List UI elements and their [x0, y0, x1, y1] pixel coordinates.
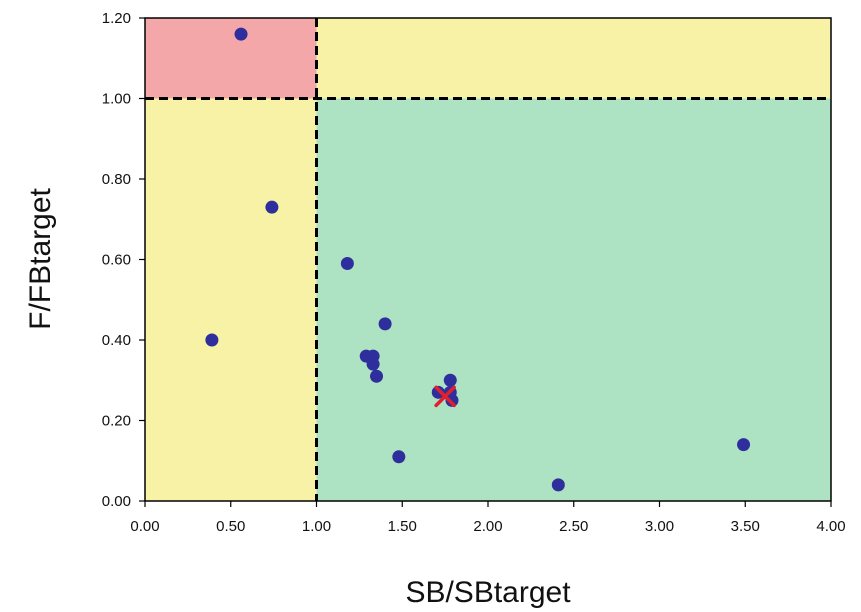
- reference-lines-layer: [145, 18, 831, 501]
- x-marker-stroke: [434, 385, 456, 408]
- data-point: [265, 200, 279, 214]
- y-tick-label: 0.20: [102, 413, 131, 430]
- zone-overfishing-only: [316, 18, 831, 99]
- y-tick-label: 1.00: [102, 91, 131, 108]
- x-tick-label: 1.50: [388, 518, 417, 535]
- y-tick-label: 1.20: [102, 10, 131, 27]
- x-tick-label: 2.50: [559, 518, 588, 535]
- data-point: [234, 27, 248, 41]
- x-tick-label: 0.50: [216, 518, 245, 535]
- points-layer: [205, 27, 751, 492]
- data-point: [445, 393, 459, 407]
- data-point: [392, 450, 406, 464]
- data-point: [431, 385, 445, 399]
- x-tick-label: 3.00: [645, 518, 674, 535]
- x-axis: 0.00 0.50 1.00 1.50 2.00 2.50 3.00 3.50 4.00: [130, 501, 846, 535]
- data-point: [340, 257, 354, 271]
- data-point: [551, 478, 565, 492]
- y-tick-label: 0.00: [102, 493, 131, 510]
- y-tick-label: 0.60: [102, 252, 131, 269]
- y-tick-label: 0.80: [102, 171, 131, 188]
- data-point: [366, 357, 380, 371]
- data-point: [378, 317, 392, 331]
- zone-healthy: [316, 98, 831, 501]
- y-tick-label: 0.40: [102, 332, 131, 349]
- data-point: [737, 438, 751, 452]
- zone-overfishing-and-overfished: [145, 18, 317, 99]
- x-tick-label: 4.00: [816, 518, 845, 535]
- data-point: [370, 369, 384, 383]
- data-point: [205, 333, 219, 347]
- zones-layer: [145, 18, 831, 501]
- zone-overfished-only: [145, 98, 317, 501]
- x-tick-label: 1.00: [302, 518, 331, 535]
- y-axis: 0.00 0.20 0.40 0.60 0.80 1.00 1.20: [102, 10, 145, 510]
- y-axis-title: F/FBtarget: [24, 187, 57, 329]
- data-point: [443, 373, 457, 387]
- data-point-x-marker: [434, 385, 456, 408]
- x-tick-label: 2.00: [473, 518, 502, 535]
- x-tick-label: 0.00: [130, 518, 159, 535]
- x-axis-title: SB/SBtarget: [405, 576, 571, 609]
- x-tick-label: 3.50: [731, 518, 760, 535]
